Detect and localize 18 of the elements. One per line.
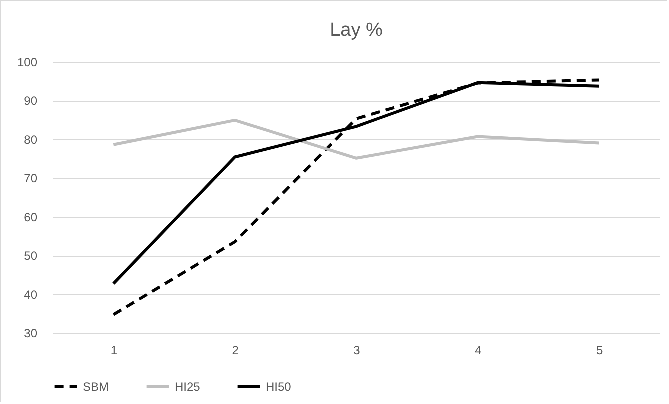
legend-label: HI50	[266, 380, 292, 394]
x-tick-label: 1	[110, 344, 118, 358]
legend-label: HI25	[175, 380, 201, 394]
line-series	[112, 118, 601, 160]
y-tick-label: 40	[24, 288, 38, 302]
y-tick-label: 80	[24, 132, 38, 147]
x-tick-label: 5	[596, 344, 604, 358]
y-tick-label: 50	[24, 249, 38, 264]
x-tick-label: 3	[354, 344, 361, 358]
x-tick-label: 2	[232, 344, 240, 358]
legend-label: SBM	[83, 380, 110, 394]
y-tick-label: 70	[24, 172, 38, 186]
x-tick-label: 4	[475, 344, 482, 358]
y-tick-label: 60	[24, 210, 38, 224]
chart-title: Lay %	[330, 20, 384, 41]
y-tick-label: 30	[24, 326, 38, 340]
y-tick-label: 90	[24, 94, 38, 108]
y-tick-label: 100	[17, 56, 38, 70]
